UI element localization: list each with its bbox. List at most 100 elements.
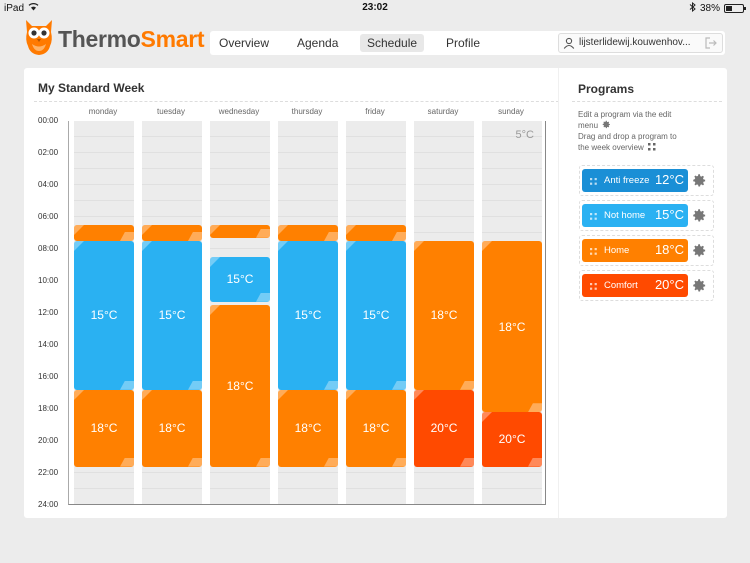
schedule-block-home[interactable]: 18°C xyxy=(346,389,406,467)
resize-handle-top[interactable] xyxy=(142,389,152,400)
day-column-wednesday[interactable]: 15°C 18°C xyxy=(210,121,270,504)
divider xyxy=(34,101,559,102)
resize-handle-top[interactable] xyxy=(74,241,84,251)
resize-handle-bottom[interactable] xyxy=(256,292,270,302)
program-row-comfort: Comfort 20°C xyxy=(579,270,714,301)
help-line: menu xyxy=(578,120,718,131)
day-column-monday[interactable]: 15°C 18°C xyxy=(74,121,134,504)
schedule-block-home[interactable]: 18°C xyxy=(74,389,134,467)
program-antifreeze[interactable]: Anti freeze 12°C xyxy=(582,169,688,192)
schedule-block-comfort[interactable]: 20°C xyxy=(414,389,474,467)
tab-agenda[interactable]: Agenda xyxy=(297,36,339,50)
program-nothome[interactable]: Not home 15°C xyxy=(582,204,688,227)
drag-handle-icon[interactable] xyxy=(590,177,597,188)
schedule-block-home[interactable] xyxy=(142,225,202,241)
resize-handle-top[interactable] xyxy=(142,225,152,235)
resize-handle-top[interactable] xyxy=(210,305,220,315)
drag-handle-icon[interactable] xyxy=(590,282,597,293)
tab-profile[interactable]: Profile xyxy=(446,36,481,50)
resize-handle-top[interactable] xyxy=(414,241,424,251)
schedule-block-nothome[interactable]: 15°C xyxy=(210,257,270,302)
resize-handle-top[interactable] xyxy=(74,225,84,235)
schedule-block-home[interactable]: 18°C xyxy=(210,305,270,467)
tab-schedule[interactable]: Schedule xyxy=(360,34,425,52)
gear-icon[interactable] xyxy=(692,208,707,228)
resize-handle-bottom[interactable] xyxy=(392,457,406,467)
resize-handle-bottom[interactable] xyxy=(256,228,270,238)
schedule-block-home[interactable]: 18°C xyxy=(414,241,474,390)
resize-handle-bottom[interactable] xyxy=(392,380,406,390)
resize-handle-top[interactable] xyxy=(278,225,288,235)
resize-handle-bottom[interactable] xyxy=(256,457,270,467)
day-column-tuesday[interactable]: 15°C 18°C xyxy=(142,121,202,504)
resize-handle-top[interactable] xyxy=(346,241,356,251)
program-comfort[interactable]: Comfort 20°C xyxy=(582,274,688,297)
resize-handle-bottom[interactable] xyxy=(188,457,202,467)
gear-icon[interactable] xyxy=(692,243,707,263)
day-column-saturday[interactable]: 18°C 20°C xyxy=(414,121,474,504)
resize-handle-top[interactable] xyxy=(482,412,492,423)
day-label-friday: friday xyxy=(365,107,385,116)
gear-icon[interactable] xyxy=(692,173,707,193)
resize-handle-top[interactable] xyxy=(210,225,220,235)
resize-handle-bottom[interactable] xyxy=(460,457,474,467)
tab-overview[interactable]: Overview xyxy=(219,36,270,50)
drag-handle-icon[interactable] xyxy=(590,212,597,223)
schedule-block-home[interactable]: 18°C xyxy=(278,389,338,467)
resize-handle-top[interactable] xyxy=(346,389,356,400)
help-line: Edit a program via the edit xyxy=(578,110,672,119)
program-name: Comfort xyxy=(604,280,638,291)
day-column-friday[interactable]: 15°C 18°C xyxy=(346,121,406,504)
block-temperature: 18°C xyxy=(294,421,322,436)
program-temperature: 20°C xyxy=(654,277,684,292)
schedule-block-home[interactable] xyxy=(278,225,338,241)
gear-icon[interactable] xyxy=(692,278,707,298)
resize-handle-bottom[interactable] xyxy=(188,380,202,390)
day-label-thursday: thursday xyxy=(291,107,323,116)
schedule-block-nothome[interactable]: 15°C xyxy=(142,241,202,390)
day-column-thursday[interactable]: 15°C 18°C xyxy=(278,121,338,504)
block-temperature: 20°C xyxy=(430,421,458,436)
resize-handle-bottom[interactable] xyxy=(324,232,338,241)
resize-handle-bottom[interactable] xyxy=(528,403,542,413)
resize-handle-bottom[interactable] xyxy=(188,232,202,241)
schedule-block-nothome[interactable]: 15°C xyxy=(278,241,338,390)
time-label: 10:00 xyxy=(38,276,59,285)
block-temperature: 18°C xyxy=(362,421,390,436)
resize-handle-bottom[interactable] xyxy=(120,380,134,390)
user-account[interactable]: lijsterlidewij.kouwenhov... xyxy=(558,33,723,53)
schedule-block-home[interactable]: 18°C xyxy=(482,241,542,413)
resize-handle-bottom[interactable] xyxy=(120,457,134,467)
resize-handle-bottom[interactable] xyxy=(120,232,134,241)
resize-handle-top[interactable] xyxy=(278,389,288,400)
resize-handle-bottom[interactable] xyxy=(324,457,338,467)
program-home[interactable]: Home 18°C xyxy=(582,239,688,262)
schedule-block-home[interactable] xyxy=(346,225,406,241)
resize-handle-top[interactable] xyxy=(278,241,288,251)
resize-handle-top[interactable] xyxy=(414,389,424,400)
owl-icon xyxy=(24,18,54,61)
drag-handle-icon[interactable] xyxy=(590,247,597,258)
resize-handle-top[interactable] xyxy=(74,389,84,400)
resize-handle-bottom[interactable] xyxy=(324,380,338,390)
schedule-block-nothome[interactable]: 15°C xyxy=(346,241,406,390)
schedule-block-nothome[interactable]: 15°C xyxy=(74,241,134,390)
resize-handle-top[interactable] xyxy=(346,225,356,235)
resize-handle-bottom[interactable] xyxy=(460,380,474,390)
schedule-block-home[interactable] xyxy=(74,225,134,241)
resize-handle-top[interactable] xyxy=(210,257,220,267)
logout-icon[interactable] xyxy=(705,37,718,56)
schedule-block-home[interactable] xyxy=(210,225,270,238)
resize-handle-bottom[interactable] xyxy=(392,232,406,241)
block-temperature: 15°C xyxy=(158,308,186,323)
schedule-block-comfort[interactable]: 20°C xyxy=(482,412,542,467)
resize-handle-top[interactable] xyxy=(142,241,152,251)
resize-handle-bottom[interactable] xyxy=(528,457,542,467)
block-temperature: 18°C xyxy=(430,308,458,323)
schedule-block-home[interactable]: 18°C xyxy=(142,389,202,467)
resize-handle-top[interactable] xyxy=(482,241,492,251)
program-row-home: Home 18°C xyxy=(579,235,714,266)
program-temperature: 18°C xyxy=(654,242,684,257)
day-column-sunday[interactable]: 5°C 18°C 20°C xyxy=(482,121,542,504)
block-temperature: 18°C xyxy=(90,421,118,436)
